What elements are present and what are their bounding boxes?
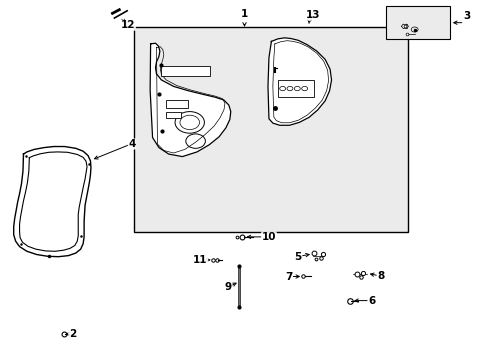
Text: 5: 5 (294, 252, 301, 262)
Text: 3: 3 (463, 11, 469, 21)
Text: 1: 1 (241, 9, 247, 19)
Polygon shape (150, 43, 230, 157)
Text: 13: 13 (305, 10, 320, 20)
Text: 9: 9 (224, 282, 231, 292)
Bar (277, 80, 314, 97)
Text: 10: 10 (261, 232, 276, 242)
Polygon shape (14, 147, 91, 257)
Text: 2: 2 (69, 329, 76, 339)
Bar (386, 6, 449, 39)
Polygon shape (267, 38, 331, 125)
Bar (161, 66, 210, 76)
Bar (166, 112, 181, 118)
Text: 11: 11 (193, 255, 207, 265)
Bar (166, 100, 188, 108)
Text: 6: 6 (367, 296, 374, 306)
Bar (134, 27, 407, 232)
Text: 4: 4 (128, 139, 136, 149)
Text: 8: 8 (377, 271, 384, 282)
Text: 7: 7 (284, 272, 292, 282)
Text: 12: 12 (121, 20, 135, 30)
